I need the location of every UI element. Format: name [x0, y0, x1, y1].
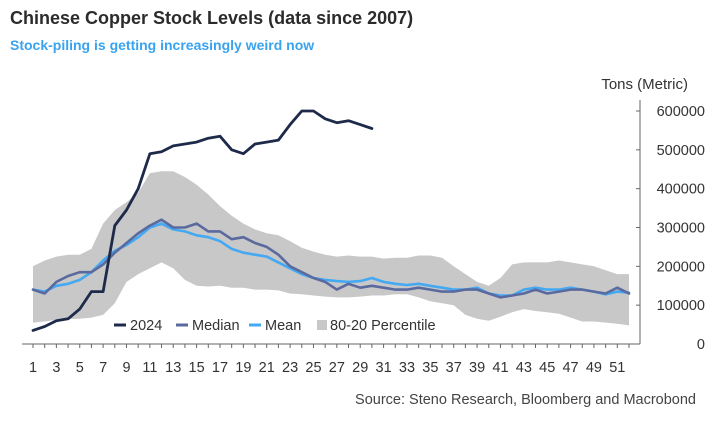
- y-tick-label: 100000: [657, 298, 705, 314]
- legend: 2024 Median Mean 80-20 Percentile: [114, 318, 436, 334]
- x-tick-label: 13: [165, 360, 181, 376]
- x-tick-label: 29: [352, 360, 368, 376]
- x-tick-label: 49: [586, 360, 602, 376]
- series-line-median: [31, 218, 631, 299]
- x-tick-label: 21: [259, 360, 275, 376]
- legend-swatch: [317, 320, 327, 330]
- y-tick-label: 300000: [657, 221, 705, 237]
- axes-layer: 1 3 5 7 9 11 13 15 17 19 21 23 25 27 29 31 33 35 37 39 41 43 4…: [22, 76, 705, 376]
- x-tick-label: 27: [329, 360, 345, 376]
- y-tick-label: 600000: [657, 104, 705, 120]
- x-tick-label: 31: [376, 360, 392, 376]
- legend-item-2024: 2024: [114, 318, 162, 334]
- y-tick-label: 0: [697, 337, 705, 353]
- legend-item-mean: Mean: [249, 318, 301, 334]
- x-tick-label: 11: [142, 360, 157, 376]
- x-tick-label: 39: [469, 360, 485, 376]
- series-line-2024: [31, 109, 374, 332]
- x-tick-label: 37: [446, 360, 462, 376]
- x-tick-label: 3: [52, 360, 60, 376]
- x-tick-label: 23: [282, 360, 298, 376]
- y-axis-title: Tons (Metric): [601, 76, 688, 93]
- x-tick-label: 17: [212, 360, 228, 376]
- series-lines-layer: [31, 109, 631, 332]
- x-tick-label: 47: [562, 360, 578, 376]
- x-tick-label: 41: [492, 360, 508, 376]
- legend-item-median: Median: [176, 318, 240, 334]
- x-tick-label: 1: [29, 360, 37, 376]
- x-tick-label: 51: [609, 360, 625, 376]
- source-note: Source: Steno Research, Bloomberg and Ma…: [355, 392, 696, 408]
- x-tick-label: 33: [399, 360, 415, 376]
- percentile-band-layer: [33, 171, 629, 326]
- x-tick-label: 43: [516, 360, 532, 376]
- y-tick-label: 400000: [657, 182, 705, 198]
- legend-label: 80-20 Percentile: [330, 318, 436, 334]
- legend-label: Median: [192, 318, 240, 334]
- x-tick-label: 45: [539, 360, 555, 376]
- x-tick-label: 9: [122, 360, 130, 376]
- legend-label: Mean: [265, 318, 301, 334]
- x-tick-label: 5: [76, 360, 84, 376]
- y-tick-label: 200000: [657, 259, 705, 275]
- chart-title: Chinese Copper Stock Levels (data since …: [10, 8, 414, 28]
- y-tick-label: 500000: [657, 143, 705, 159]
- legend-item-80-20-percentile: 80-20 Percentile: [317, 318, 436, 334]
- series-line-mean: [31, 222, 631, 297]
- x-tick-label: 25: [305, 360, 321, 376]
- legend-label: 2024: [130, 318, 162, 334]
- percentile-band-80-20: [33, 171, 629, 326]
- x-tick-label: 7: [99, 360, 107, 376]
- chart-subtitle: Stock-piling is getting increasingly wei…: [10, 37, 315, 53]
- x-tick-label: 19: [235, 360, 251, 376]
- x-tick-label: 35: [422, 360, 438, 376]
- x-tick-label: 15: [189, 360, 205, 376]
